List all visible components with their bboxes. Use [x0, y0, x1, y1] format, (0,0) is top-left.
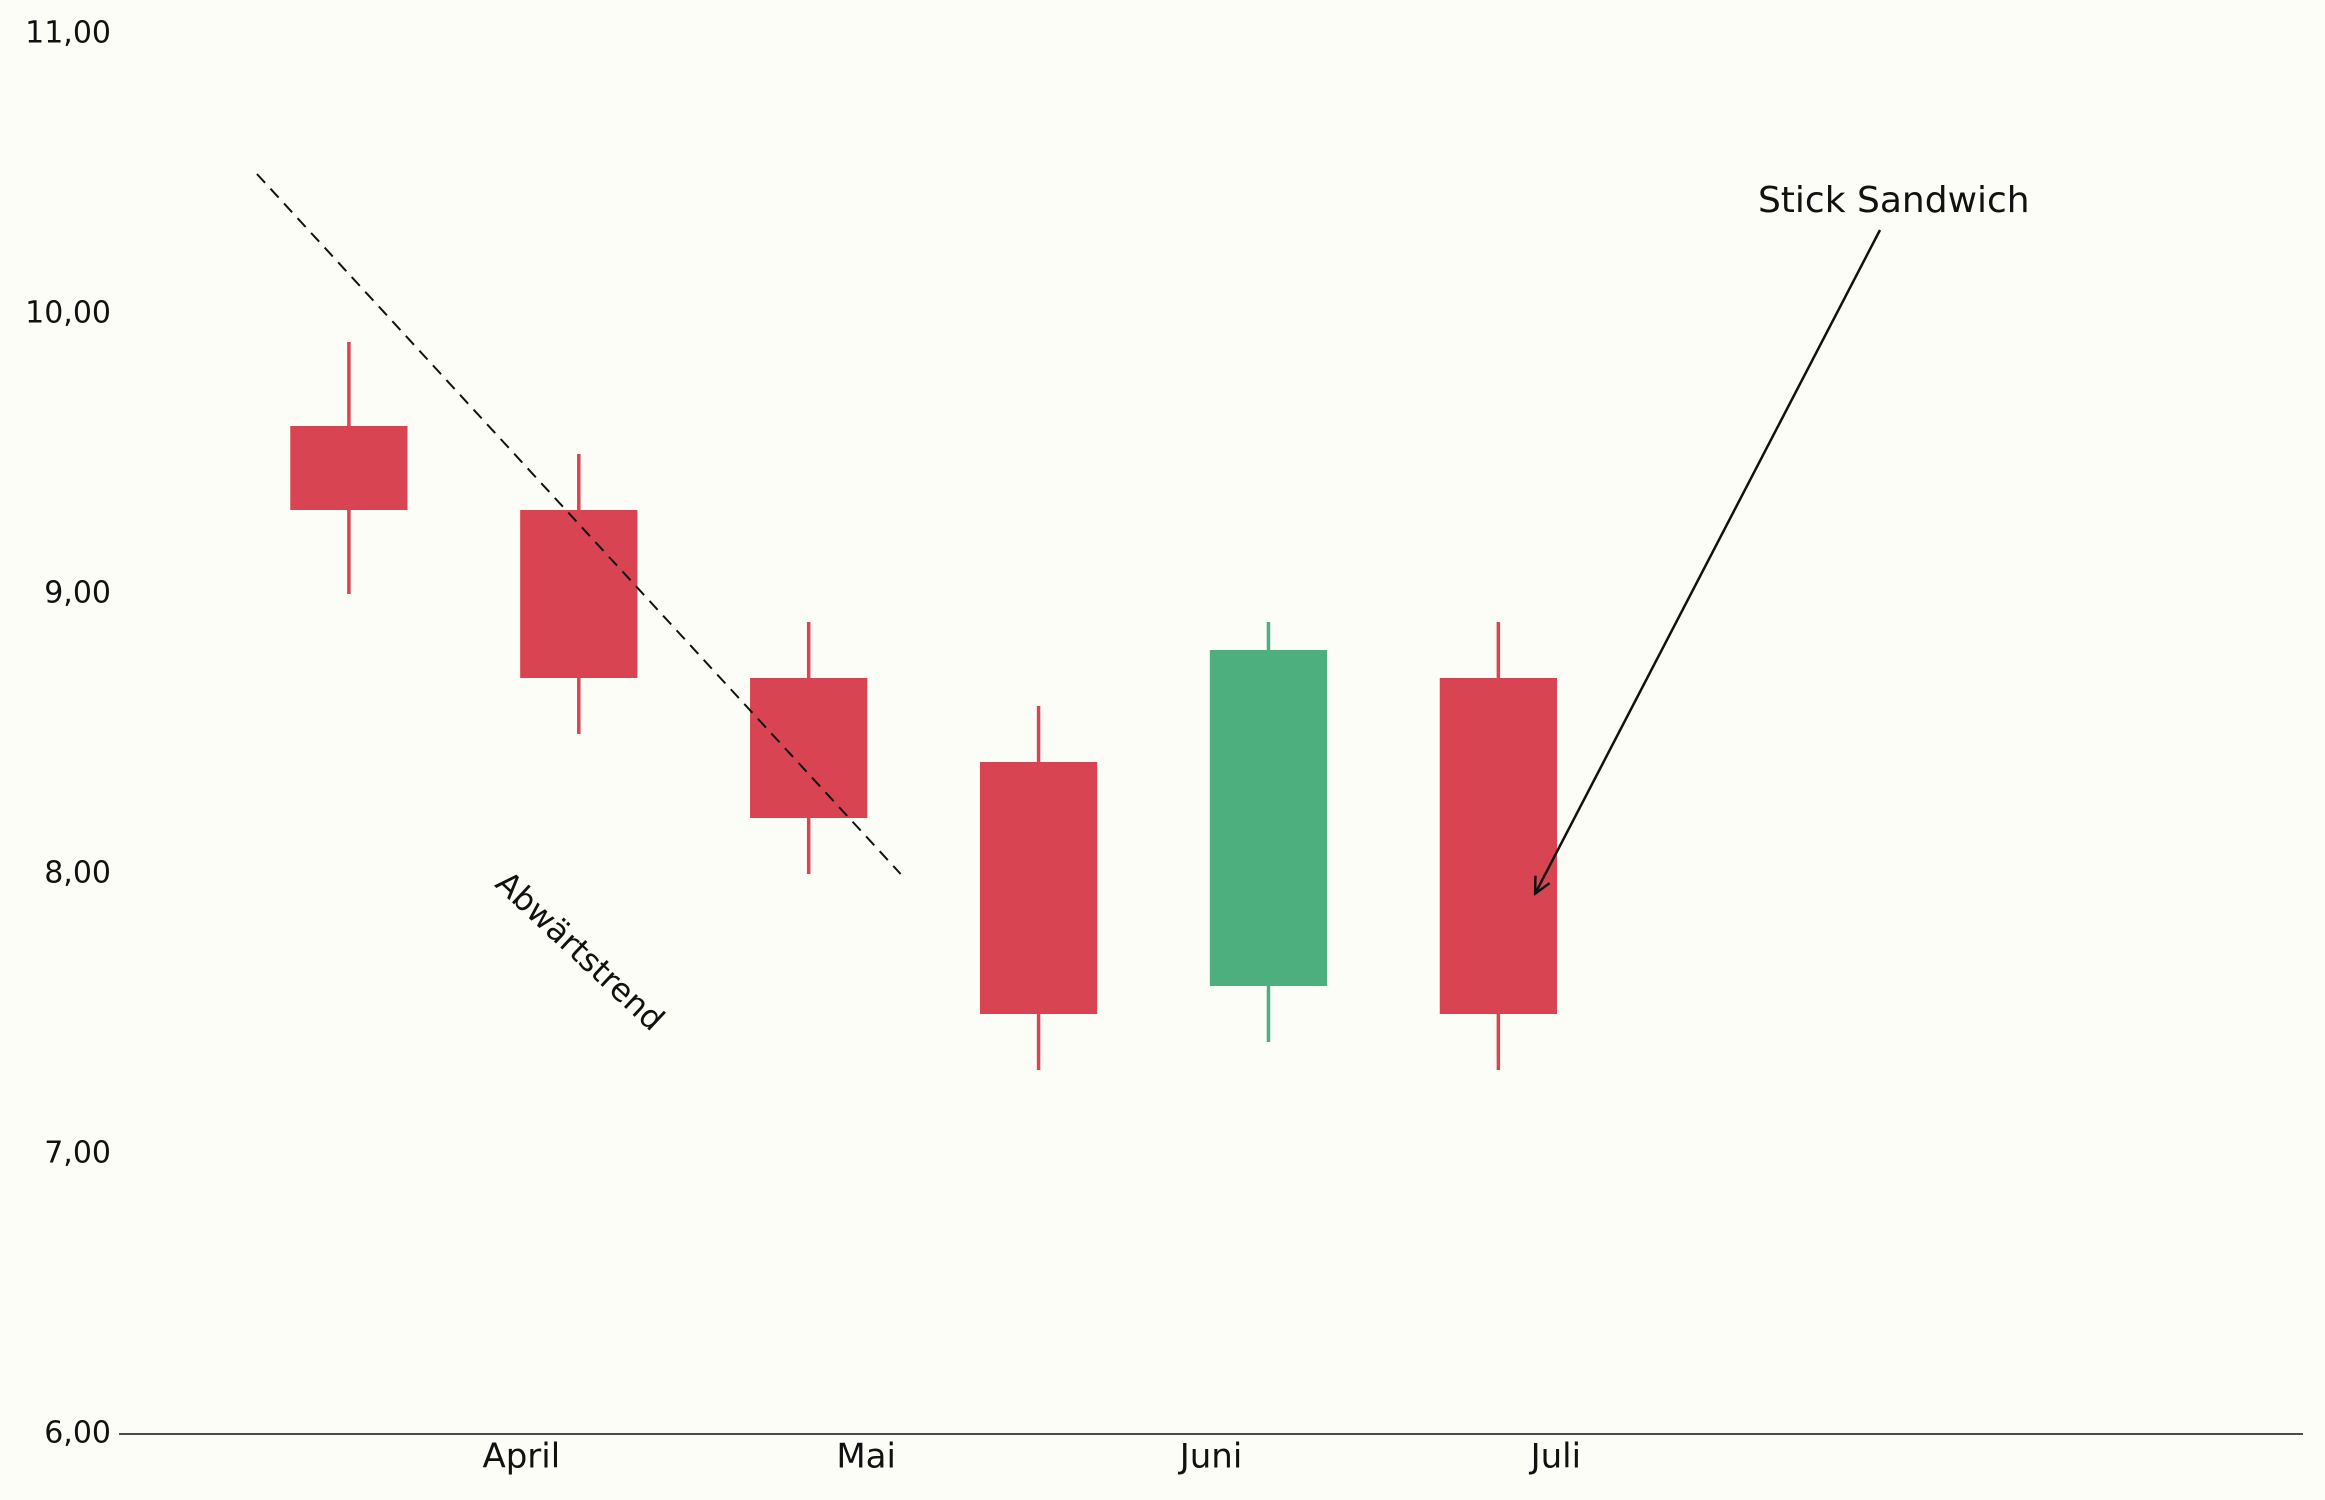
candle-body: [979, 762, 1098, 1014]
y-tick-label: 6,00: [44, 1416, 111, 1451]
x-tick-label: Juli: [1529, 1437, 1581, 1477]
y-tick-label: 10,00: [25, 296, 111, 331]
annotation: Abwärtstrend: [488, 864, 672, 1039]
y-tick-label: 11,00: [25, 16, 111, 51]
candle-body: [1439, 678, 1557, 1014]
x-tick-label: Juni: [1178, 1437, 1243, 1477]
annotation: Stick Sandwich: [1758, 180, 2030, 221]
x-tick-label: April: [482, 1437, 560, 1477]
candle-body: [290, 426, 408, 510]
x-tick-label: Mai: [836, 1437, 896, 1477]
y-tick-label: 7,00: [44, 1136, 111, 1171]
y-tick-label: 9,00: [44, 576, 111, 611]
candle-body: [520, 510, 638, 678]
annotation-arrow: [1535, 229, 1882, 894]
y-tick-label: 8,00: [44, 856, 111, 891]
candle-body: [1209, 650, 1328, 986]
candle-body: [750, 678, 868, 818]
